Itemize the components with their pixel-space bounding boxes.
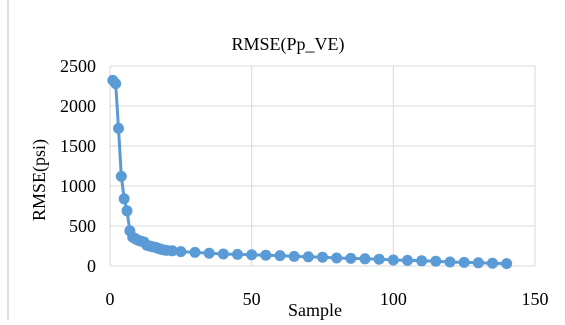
data-point [274,250,286,262]
data-point [458,256,470,268]
data-point [331,252,343,264]
tick-layer: 0 500 1000 1500 2000 2500 0 50 100 150 [60,56,549,309]
data-point [217,248,229,260]
y-tick-label: 2500 [60,56,96,76]
data-point [317,251,328,263]
data-point [373,253,385,265]
data-point [472,257,484,269]
y-axis-title: RMSE(psi) [29,139,50,221]
data-point [166,245,178,257]
data-point [246,249,258,261]
data-point [416,255,428,267]
y-tick-label: 2000 [60,96,96,116]
series-layer [107,74,513,270]
data-point [232,248,243,260]
y-tick-label: 1000 [60,176,96,196]
x-tick-label: 50 [243,289,261,309]
data-point [288,250,300,262]
data-point [345,252,357,264]
data-point [359,253,371,265]
y-tick-label: 0 [87,256,96,276]
x-axis-title: Sample [288,300,342,320]
series-line [111,79,507,266]
y-tick-label: 1500 [60,136,96,156]
x-tick-label: 100 [380,289,407,309]
data-point [175,246,187,258]
data-point [203,247,215,259]
chart-title: RMSE(Pp_VE) [231,34,344,55]
data-point [121,205,133,217]
data-point [113,122,124,134]
data-point [430,255,442,267]
x-tick-label: 150 [522,289,549,309]
x-tick-label: 0 [106,289,115,309]
data-point [260,249,272,261]
data-point [402,254,413,266]
data-point [487,257,498,269]
data-point [387,254,399,266]
data-point [118,193,130,205]
data-point [115,170,127,182]
data-point [444,256,456,268]
data-point [302,251,314,263]
data-point [189,246,201,258]
y-tick-label: 500 [69,216,96,236]
data-point [110,78,122,90]
grid-layer [109,65,536,267]
data-point [501,258,513,270]
